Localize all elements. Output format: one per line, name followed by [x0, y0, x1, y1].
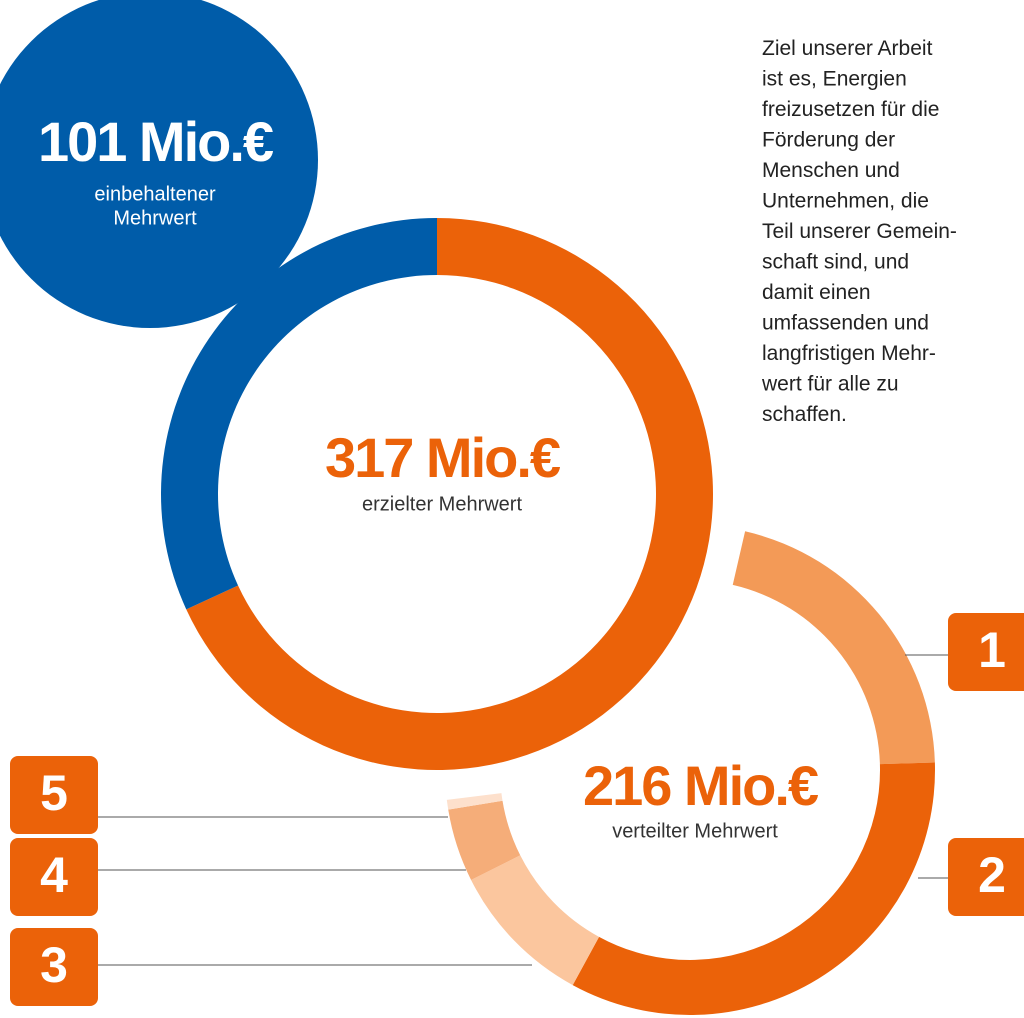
- paragraph-line: Förderung der: [762, 129, 895, 152]
- badge: [948, 613, 1024, 691]
- donut-segment: [471, 855, 600, 986]
- badge: [10, 928, 98, 1006]
- badge: [10, 838, 98, 916]
- paragraph-line: freizusetzen für die: [762, 98, 939, 121]
- paragraph-line: ist es, Energien: [762, 68, 907, 91]
- badge: [948, 838, 1024, 916]
- paragraph-line: langfristigen Mehr-: [762, 342, 936, 365]
- annotation-text: einbehaltener: [94, 183, 216, 205]
- badge-label: 4: [40, 847, 68, 903]
- donut-segment: [161, 218, 437, 610]
- retained-circle: [0, 0, 318, 328]
- paragraph-line: schaffen.: [762, 403, 847, 426]
- donut-segment: [732, 531, 935, 765]
- paragraph-line: damit einen: [762, 281, 871, 304]
- donut-segment: [446, 793, 503, 810]
- paragraph-line: Unternehmen, die: [762, 190, 929, 213]
- paragraph-line: wert für alle zu: [761, 373, 899, 396]
- paragraph-line: Menschen und: [762, 159, 900, 182]
- badge: [10, 756, 98, 834]
- badge-label: 1: [978, 622, 1006, 678]
- donut-segment: [448, 800, 521, 880]
- paragraph-line: schaft sind, und: [762, 251, 909, 274]
- badge-label: 2: [978, 847, 1006, 903]
- donut-title: 216 Mio.€: [583, 754, 819, 817]
- badge-label: 5: [40, 765, 68, 821]
- donut-subtitle: verteilter Mehrwert: [612, 820, 778, 842]
- donut-subtitle: erzielter Mehrwert: [362, 493, 522, 515]
- paragraph-line: umfassenden und: [762, 312, 929, 335]
- paragraph-line: Teil unserer Gemein-: [762, 220, 957, 243]
- donut-segment: [572, 762, 935, 1015]
- paragraph-line: Ziel unserer Arbeit: [762, 37, 933, 60]
- badge-label: 3: [40, 937, 68, 993]
- annotation-title: 101 Mio.€: [38, 110, 274, 173]
- donut-title: 317 Mio.€: [325, 426, 561, 489]
- annotation-text: Mehrwert: [113, 207, 197, 229]
